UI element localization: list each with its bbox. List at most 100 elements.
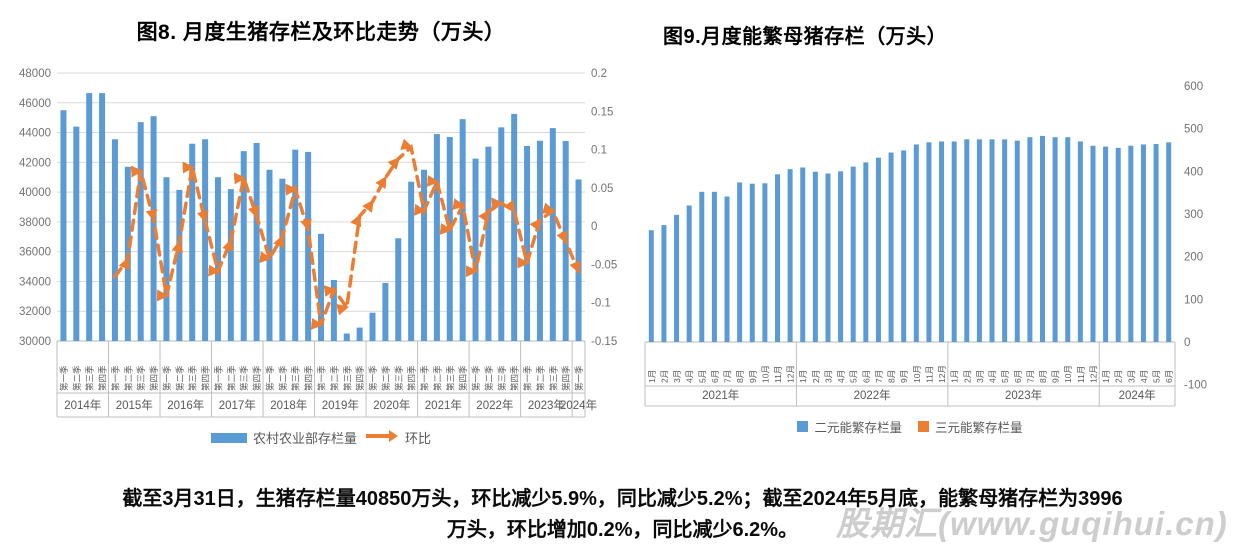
- fig9-bars: [648, 135, 1172, 342]
- svg-text:100: 100: [1184, 294, 1203, 306]
- svg-text:7月: 7月: [1025, 370, 1035, 383]
- fig9-bar: [1040, 135, 1045, 342]
- svg-text:第二季: 第二季: [175, 365, 185, 391]
- fig8-bar: [369, 312, 376, 341]
- svg-text:第二季: 第二季: [226, 365, 236, 391]
- svg-text:3月: 3月: [672, 370, 682, 383]
- fig8-bar: [382, 282, 389, 341]
- fig8-bar: [433, 134, 440, 341]
- svg-text:32000: 32000: [19, 306, 51, 318]
- svg-text:2022年: 2022年: [476, 398, 513, 412]
- svg-text:42000: 42000: [19, 157, 51, 169]
- fig8-huanbi-line: [113, 138, 581, 330]
- svg-text:300: 300: [1184, 209, 1203, 221]
- fig8-bar: [86, 93, 93, 341]
- fig9-year-labels: 2021年 2022年 2023年 2024年: [644, 342, 1176, 407]
- fig9-bar: [926, 142, 932, 342]
- fig8-legend-bars-label: 农村农业部存栏量: [252, 431, 357, 446]
- svg-text:6月: 6月: [710, 370, 720, 383]
- binary-sow-swatch-icon: [797, 421, 809, 432]
- svg-text:第四季: 第四季: [304, 365, 314, 391]
- svg-text:2月: 2月: [659, 370, 669, 383]
- svg-text:第二季: 第二季: [329, 365, 339, 391]
- svg-text:11月: 11月: [924, 366, 934, 383]
- fig9-bar: [1140, 144, 1146, 342]
- fig8-bar: [536, 140, 543, 341]
- svg-text:-0.15: -0.15: [591, 336, 617, 348]
- svg-text:2017年: 2017年: [219, 398, 256, 412]
- svg-text:第二季: 第二季: [123, 365, 133, 391]
- fig8-bar: [163, 177, 170, 341]
- fig9-bar: [711, 191, 717, 342]
- fig8-bar: [73, 126, 80, 341]
- svg-text:第三季: 第三季: [85, 365, 95, 391]
- svg-text:1月: 1月: [647, 370, 657, 383]
- svg-text:第一季: 第一季: [317, 365, 327, 391]
- svg-text:44000: 44000: [19, 128, 51, 140]
- svg-text:第二季: 第二季: [72, 365, 82, 391]
- fig9-bar: [976, 139, 982, 342]
- arrow-right-icon: [365, 429, 399, 446]
- svg-text:第四季: 第四季: [510, 365, 520, 391]
- ternary-sow-swatch-icon: [918, 421, 929, 432]
- fig8-bar: [227, 189, 234, 341]
- fig9-bar: [1128, 145, 1134, 342]
- fig9-bar: [1077, 141, 1083, 342]
- svg-text:6月: 6月: [861, 370, 871, 383]
- svg-text:0: 0: [1184, 337, 1190, 349]
- fig9-bar: [737, 182, 743, 342]
- fig9-bar: [775, 174, 780, 342]
- fig9-bar: [863, 162, 869, 342]
- fig8-bar: [524, 145, 531, 341]
- fig9-bar: [951, 141, 957, 342]
- svg-text:10月: 10月: [1063, 365, 1073, 383]
- svg-text:9月: 9月: [748, 370, 758, 383]
- svg-text:第四季: 第四季: [407, 365, 417, 391]
- svg-text:第二季: 第二季: [535, 365, 545, 391]
- svg-text:第三季: 第三季: [291, 365, 301, 391]
- svg-text:38000: 38000: [19, 217, 51, 229]
- fig9-bar: [825, 173, 831, 342]
- fig8-chart: 30000 32000 34000 36000 38000 40000 42000 44000…: [19, 68, 617, 418]
- svg-text:7月: 7月: [723, 370, 733, 383]
- fig8-title: 图8. 月度生猪存栏及环比走势（万头）: [136, 21, 506, 44]
- fig8-year-labels: 2014年 2015年 2016年 2017年 2018年 2019年 2020年 2021年…: [56, 341, 597, 418]
- fig8-bar: [111, 139, 118, 341]
- svg-text:-0.05: -0.05: [591, 259, 617, 271]
- svg-text:400: 400: [1184, 166, 1203, 178]
- fig9-bar: [800, 167, 806, 342]
- svg-text:第四季: 第四季: [149, 365, 159, 391]
- svg-text:4月: 4月: [988, 370, 998, 383]
- svg-text:2月: 2月: [811, 370, 821, 383]
- svg-text:1月: 1月: [1101, 370, 1111, 383]
- svg-text:2015年: 2015年: [116, 398, 153, 412]
- svg-text:9月: 9月: [899, 370, 909, 383]
- fig8-bar: [485, 146, 492, 341]
- svg-text:48000: 48000: [19, 68, 51, 80]
- fig8-bar: [472, 158, 479, 341]
- fig9-month-labels: 1月 2月 3月 4月 5月 6月 7月 8月 9月 10月 11月 12月 1月 2月 3月 4月 5月 6月 7…: [647, 365, 1174, 383]
- svg-text:第一季: 第一季: [265, 365, 275, 391]
- svg-text:0.15: 0.15: [591, 106, 613, 118]
- fig9-bar: [1090, 145, 1096, 342]
- svg-text:500: 500: [1184, 124, 1203, 136]
- svg-text:第四季: 第四季: [355, 365, 365, 391]
- svg-text:8月: 8月: [1038, 370, 1048, 383]
- summary-line-2: 万头，环比增加0.2%，同比减少6.2%。: [446, 519, 799, 541]
- svg-text:第三季: 第三季: [342, 365, 352, 391]
- svg-text:6月: 6月: [1164, 370, 1174, 383]
- svg-text:第二季: 第二季: [278, 365, 288, 391]
- fig8-bar: [511, 113, 518, 341]
- fig9-bar: [964, 139, 970, 342]
- svg-text:1月: 1月: [798, 370, 808, 383]
- svg-text:10月: 10月: [760, 365, 770, 383]
- svg-text:40000: 40000: [19, 187, 51, 199]
- svg-text:9月: 9月: [1051, 370, 1061, 383]
- fig9-bar: [1052, 137, 1058, 342]
- svg-text:第三季: 第三季: [239, 365, 249, 391]
- svg-text:4月: 4月: [1139, 370, 1149, 383]
- svg-text:第二季: 第二季: [381, 365, 391, 391]
- fig9-bar: [939, 141, 945, 342]
- svg-text:5月: 5月: [849, 370, 859, 383]
- svg-text:2023年: 2023年: [528, 398, 565, 412]
